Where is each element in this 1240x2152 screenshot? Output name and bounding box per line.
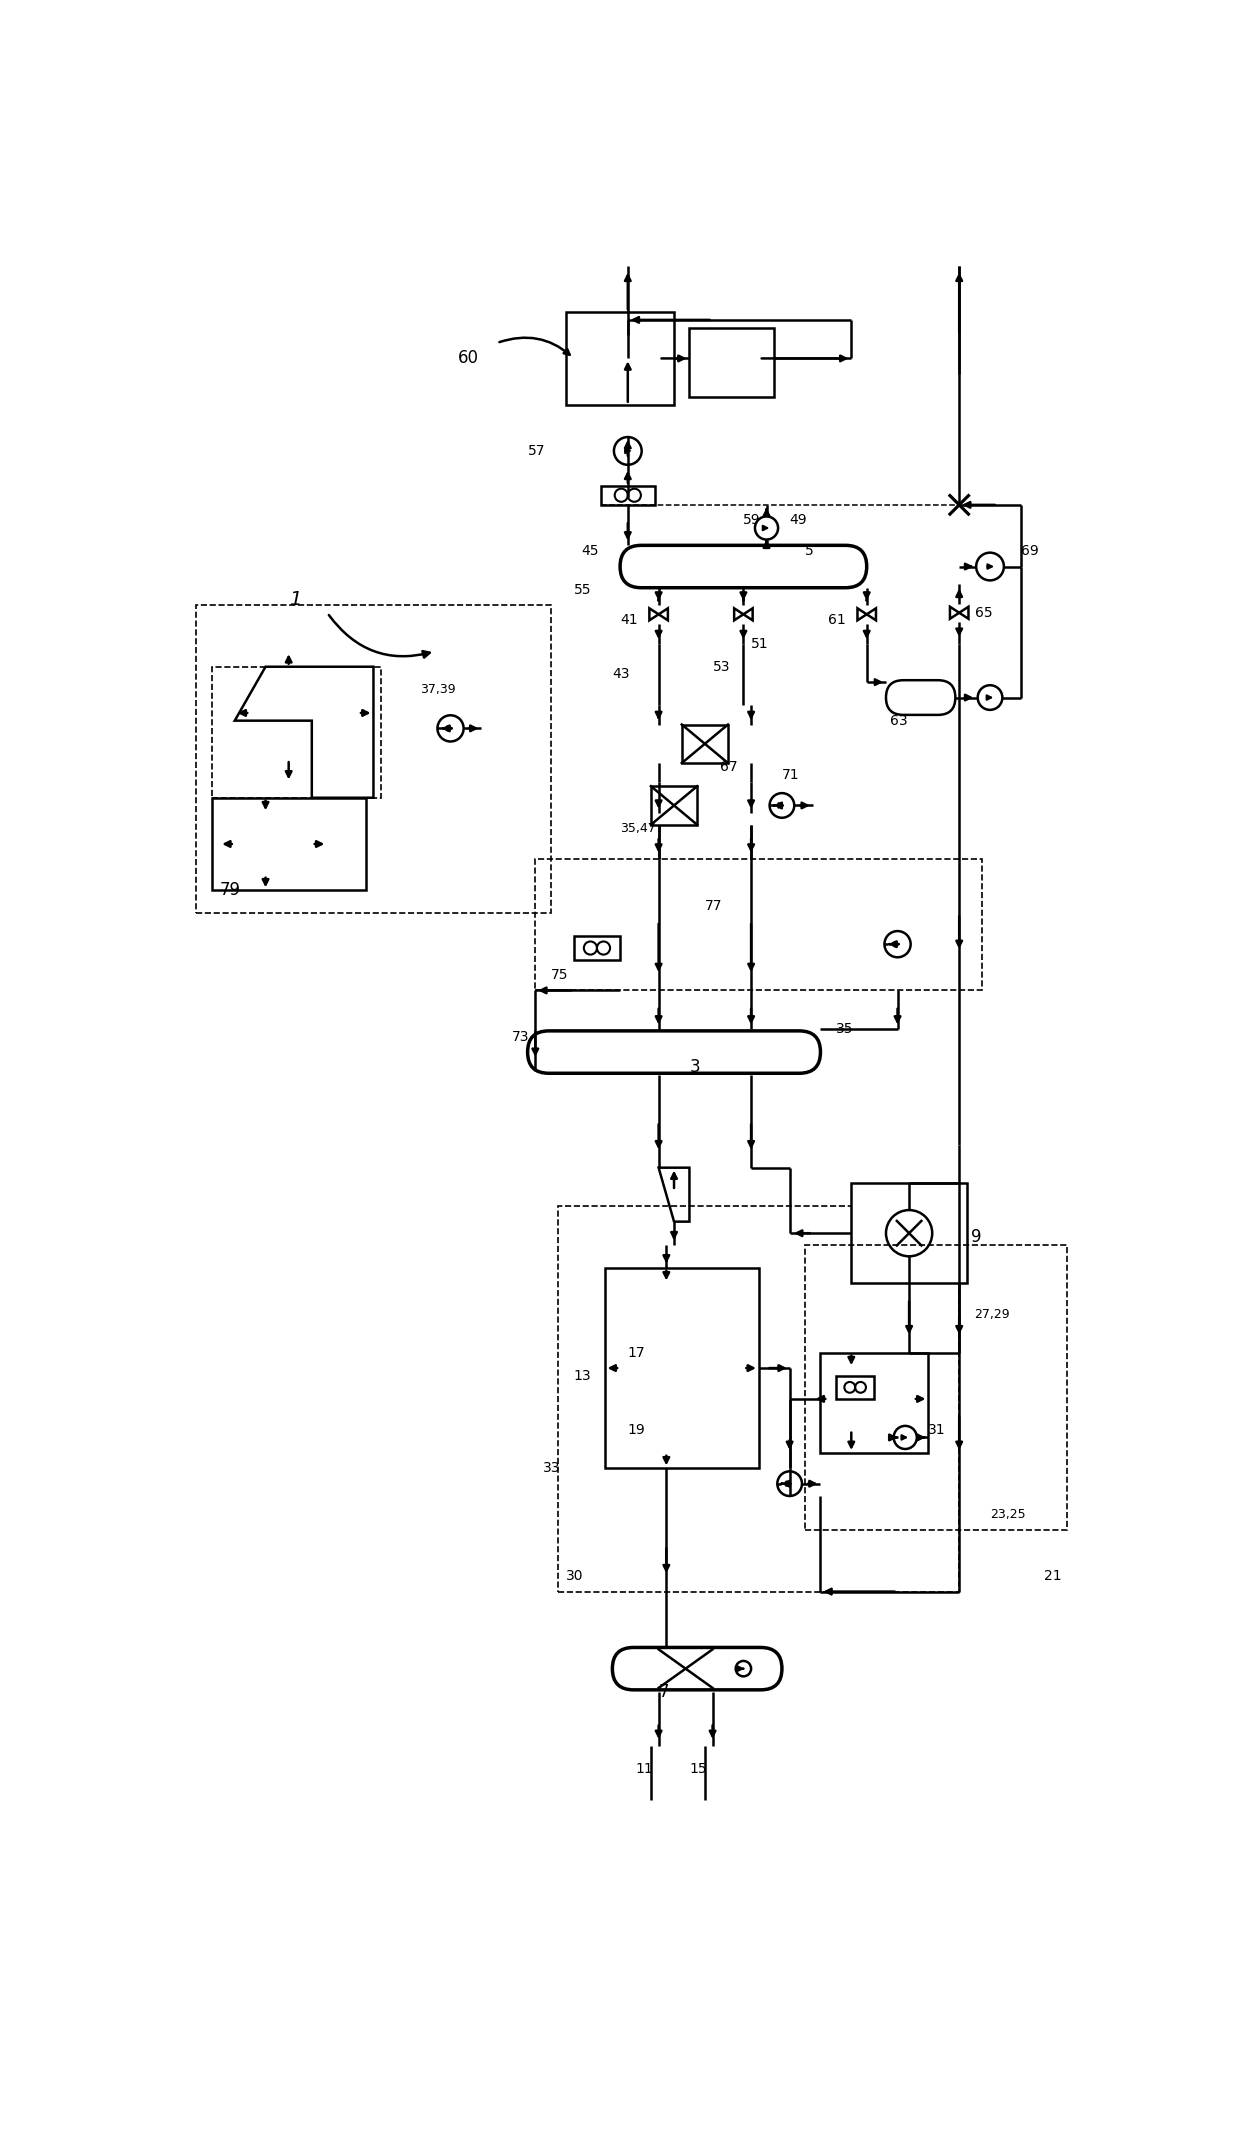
FancyBboxPatch shape	[620, 544, 867, 587]
Text: 9: 9	[971, 1229, 981, 1246]
Text: 30: 30	[567, 1569, 584, 1584]
Text: 35: 35	[836, 1022, 853, 1035]
Text: 57: 57	[527, 443, 546, 458]
Text: 13: 13	[574, 1369, 591, 1384]
Text: 79: 79	[219, 880, 241, 900]
FancyBboxPatch shape	[527, 1031, 821, 1074]
Text: 69: 69	[1021, 544, 1039, 557]
FancyBboxPatch shape	[613, 1648, 782, 1689]
Bar	[821, 1354, 929, 1453]
Bar	[574, 936, 620, 960]
Bar	[567, 312, 675, 405]
Text: 63: 63	[890, 714, 908, 727]
Text: 17: 17	[627, 1345, 645, 1360]
Text: 19: 19	[627, 1422, 646, 1438]
Text: 55: 55	[574, 583, 591, 596]
Text: 67: 67	[720, 760, 738, 775]
Text: 5: 5	[805, 544, 813, 557]
Text: 65: 65	[975, 605, 992, 620]
Text: 43: 43	[613, 667, 630, 682]
Text: 1: 1	[289, 590, 301, 609]
Bar	[651, 785, 697, 824]
Text: 7: 7	[658, 1683, 670, 1700]
Text: 59: 59	[744, 514, 761, 527]
Text: 49: 49	[790, 514, 807, 527]
Bar	[536, 859, 982, 990]
Text: 35,47: 35,47	[620, 822, 656, 835]
Text: 51: 51	[751, 637, 769, 650]
Bar	[601, 486, 655, 506]
Text: 73: 73	[512, 1029, 529, 1044]
Bar	[836, 1375, 874, 1399]
Bar	[605, 1268, 759, 1468]
Bar	[805, 1244, 1068, 1530]
Bar	[689, 327, 774, 396]
Text: 3: 3	[689, 1059, 701, 1076]
Text: 60: 60	[459, 349, 479, 368]
Bar	[212, 667, 381, 798]
Bar	[852, 1184, 967, 1283]
Text: 41: 41	[620, 613, 637, 628]
Text: 53: 53	[713, 661, 730, 674]
Text: 71: 71	[782, 768, 800, 781]
Text: 21: 21	[1044, 1569, 1061, 1584]
Text: 45: 45	[582, 544, 599, 557]
Text: 61: 61	[828, 613, 846, 628]
Text: 75: 75	[551, 968, 568, 981]
Text: 37,39: 37,39	[419, 684, 455, 697]
Text: 31: 31	[929, 1422, 946, 1438]
Text: 27,29: 27,29	[975, 1308, 1011, 1321]
Text: 33: 33	[543, 1461, 560, 1476]
Bar	[196, 605, 551, 912]
Text: 77: 77	[704, 900, 723, 912]
Bar	[682, 725, 728, 764]
Bar	[558, 1207, 960, 1592]
FancyBboxPatch shape	[887, 680, 955, 714]
Text: 11: 11	[635, 1762, 653, 1775]
Text: 23,25: 23,25	[990, 1509, 1025, 1521]
Bar	[212, 798, 366, 891]
Text: 15: 15	[689, 1762, 707, 1775]
